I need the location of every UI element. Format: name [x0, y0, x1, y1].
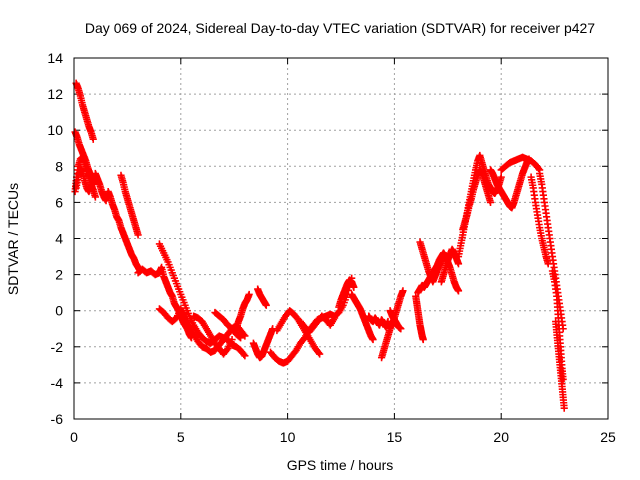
series-arc-z [437, 245, 463, 286]
x-axis-label: GPS time / hours [287, 457, 394, 473]
y-tick-label: 12 [47, 86, 63, 102]
y-tick-label: 4 [55, 231, 63, 247]
x-tick-label: 10 [280, 429, 296, 445]
data-point [454, 260, 463, 268]
series-arc-s [348, 290, 377, 344]
data-point [330, 314, 339, 322]
series-arc-t [365, 312, 392, 331]
series-arc-ab [459, 166, 495, 234]
data-point [134, 231, 142, 239]
data-point [223, 346, 231, 354]
series-arc-c [71, 128, 98, 188]
series-arc-f [117, 171, 142, 239]
data-point [486, 198, 495, 206]
data-point [399, 287, 407, 295]
data-point [262, 301, 270, 309]
data-point [228, 335, 236, 344]
y-tick-label: 6 [55, 194, 63, 210]
series-arc-ae [527, 173, 552, 268]
series-arc-q [296, 312, 339, 336]
data-point [437, 256, 445, 264]
data-point [241, 332, 249, 340]
data-point [89, 135, 97, 143]
data-point [534, 164, 543, 173]
data-point [397, 325, 405, 333]
data-point [314, 349, 323, 357]
x-tick-label: 20 [493, 429, 509, 445]
x-tick-label: 15 [387, 429, 403, 445]
y-tick-label: 8 [55, 158, 63, 174]
x-tick-label: 25 [600, 429, 616, 445]
y-tick-label: 2 [55, 267, 63, 283]
series-arc-e [91, 169, 144, 275]
series-arc-j [190, 312, 236, 358]
series-arc-l [232, 290, 253, 333]
series-arc-v [386, 307, 405, 333]
data-point [560, 404, 568, 412]
data-point [497, 173, 505, 181]
plot-frame [73, 57, 609, 420]
series-arc-x [416, 238, 445, 286]
data-point [454, 287, 463, 295]
series-arc-a [72, 79, 97, 143]
data-point [237, 334, 245, 342]
data-point [245, 290, 253, 299]
chart-title: Day 069 of 2024, Sidereal Day-to-day VTE… [85, 20, 595, 36]
data-point [91, 193, 99, 201]
data-point [240, 350, 248, 359]
y-axis-label: SDTVAR / TECUs [5, 183, 21, 295]
series-arc-ad [497, 153, 544, 174]
data-marks [71, 79, 568, 412]
series-arc-af [536, 169, 567, 333]
data-point [87, 182, 95, 190]
series-arc-p [273, 307, 324, 358]
tick-labels: 0 5 10 15 20 25 -6 -4 -2 0 2 4 6 8 10 12 14 [47, 50, 616, 445]
data-point [316, 350, 324, 358]
series-arc-d [72, 164, 95, 196]
y-tick-label: 10 [47, 122, 63, 138]
y-tick-label: 0 [55, 303, 63, 319]
grid-layer [74, 58, 608, 419]
y-tick-label: -4 [51, 375, 64, 391]
data-point [235, 333, 244, 341]
x-tick-label: 0 [70, 429, 78, 445]
series-arc-ah [552, 317, 568, 412]
series-arc-y [412, 292, 427, 344]
series-arc-m [254, 285, 270, 309]
y-tick-label: -6 [51, 411, 64, 427]
y-tick-label: 14 [47, 50, 63, 66]
data-point [241, 352, 249, 360]
series-arc-n [249, 325, 277, 362]
data-point [350, 283, 358, 291]
y-tick-label: -2 [51, 339, 64, 355]
series-arc-r [335, 276, 358, 311]
data-point [369, 335, 377, 344]
data-point [419, 335, 427, 344]
x-tick-label: 5 [177, 429, 185, 445]
